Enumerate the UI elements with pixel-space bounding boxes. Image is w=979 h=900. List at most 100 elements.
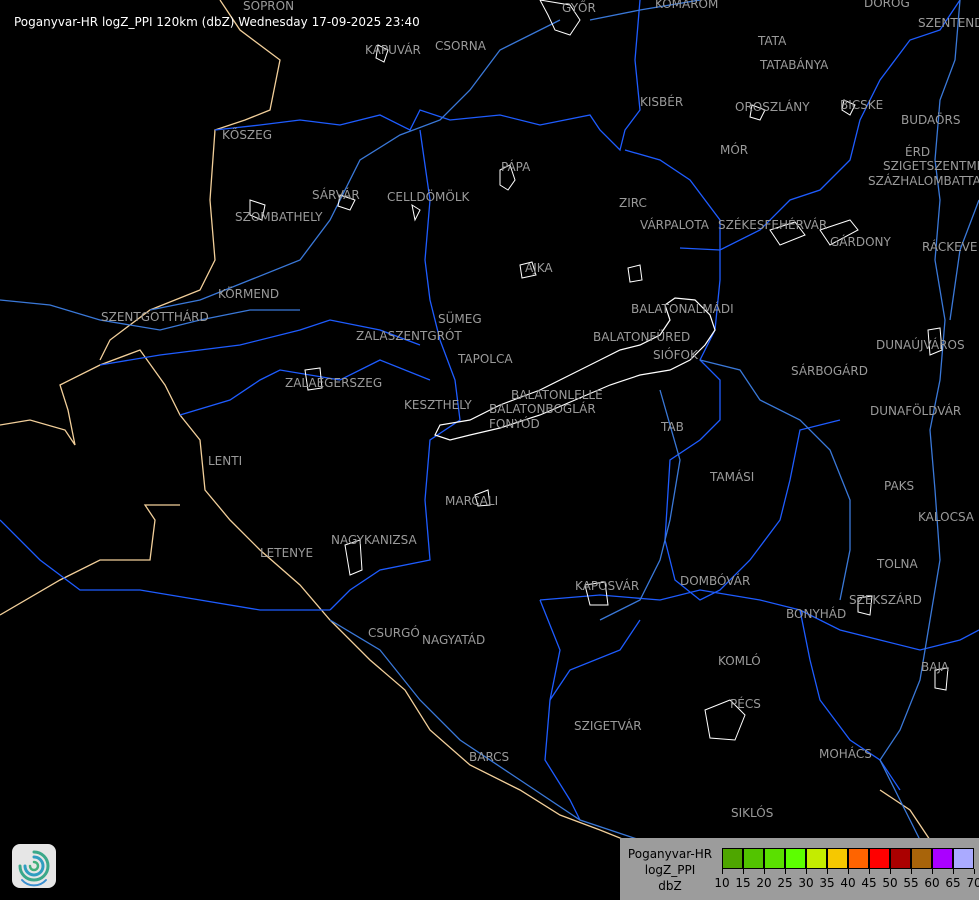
legend-product: logZ_PPI — [644, 863, 696, 877]
city-label: TATA — [758, 34, 787, 48]
city-label: VÁRPALOTA — [640, 218, 709, 232]
legend-swatch — [848, 848, 869, 869]
city-label: BONYHÁD — [786, 607, 847, 621]
county-border — [329, 129, 461, 611]
city-label: BARCS — [469, 750, 510, 764]
river-raba — [149, 19, 561, 311]
city-label: SIKLÓS — [731, 806, 774, 820]
legend-tick-label: 45 — [861, 876, 877, 890]
legend-swatch — [869, 848, 890, 869]
legend-tick-mark — [722, 869, 723, 874]
legend-tick-mark — [806, 869, 807, 874]
city-label: TATABÁNYA — [760, 58, 829, 72]
river-drava — [329, 619, 641, 841]
city-label: LETENYE — [260, 546, 314, 560]
city-label: SÁRBOGÁRD — [791, 364, 868, 378]
dbz-color-legend: Poganyvar-HR logZ_PPI dbZ 10 15 20 25 30 35 40… — [620, 838, 979, 900]
legend-swatch — [911, 848, 932, 869]
country-border — [0, 504, 180, 616]
city-label: NAGYATÁD — [422, 633, 486, 647]
city-label: KESZTHELY — [404, 398, 472, 412]
city-label: AJKA — [525, 261, 553, 275]
city-label: LENTI — [208, 454, 243, 468]
city-label: DOROG — [864, 0, 910, 10]
city-label: PÁPA — [501, 160, 531, 174]
city-label: KÖRMEND — [218, 287, 280, 301]
city-label: SZOMBATHELY — [235, 210, 323, 224]
city-label: CSORNA — [435, 39, 486, 53]
legend-tick-mark — [764, 869, 765, 874]
city-label: SZENTGOTTHÁRD — [101, 310, 209, 324]
city-label: BALATONBOGLÁR — [489, 402, 596, 416]
lake-balaton-outline — [434, 297, 716, 441]
river-kapos — [599, 389, 681, 621]
city-label: DOMBÓVÁR — [680, 574, 751, 588]
city-label: SIÓFOK — [653, 348, 698, 362]
legend-tick-label: 10 — [714, 876, 730, 890]
legend-tick-label: 60 — [924, 876, 940, 890]
city-label: KAPUVÁR — [365, 43, 421, 57]
city-label: SZEKSZÁRD — [849, 593, 922, 607]
city-label: GÁRDONY — [830, 235, 891, 249]
city-label: TAB — [661, 420, 684, 434]
river — [0, 299, 300, 331]
legend-swatch — [785, 848, 806, 869]
county-border — [799, 609, 901, 791]
legend-tick-label: 30 — [798, 876, 814, 890]
city-label: BALATONALMÁDI — [631, 302, 734, 316]
country-border — [99, 0, 281, 361]
legend-tick-mark — [932, 869, 933, 874]
legend-tick-label: 50 — [882, 876, 898, 890]
legend-unit: dbZ — [658, 879, 682, 893]
city-label: SZENTENDRE — [918, 16, 979, 30]
city-label: BAJA — [921, 660, 949, 674]
city-label: CSURGÓ — [368, 626, 420, 640]
legend-swatch — [764, 848, 785, 869]
city-label: KAPOSVÁR — [575, 579, 640, 593]
city-label: KŐSZEG — [222, 128, 273, 142]
legend-tick-label: 20 — [756, 876, 772, 890]
city-label: KISBÉR — [640, 95, 684, 109]
legend-tick-mark — [848, 869, 849, 874]
city-label: BICSKE — [840, 98, 884, 112]
city-label: TAMÁSI — [710, 470, 755, 484]
county-border — [99, 319, 421, 366]
city-label: FONYÓD — [489, 417, 540, 431]
legend-tick-label: 70 — [966, 876, 979, 890]
city-label: MARCALI — [445, 494, 499, 508]
city-label: OROSZLÁNY — [735, 100, 810, 114]
radar-title: Poganyvar-HR logZ_PPI 120km (dbZ) Wednes… — [14, 15, 420, 29]
county-border — [624, 149, 841, 601]
county-border — [679, 0, 961, 251]
legend-tick-label: 40 — [840, 876, 856, 890]
city-label: SÁRVÁR — [312, 188, 360, 202]
city-label: DUNAÚJVÁROS — [876, 338, 965, 352]
legend-tick-label: 55 — [903, 876, 919, 890]
legend-tick-mark — [827, 869, 828, 874]
county-border — [179, 359, 431, 416]
county-border — [539, 599, 581, 821]
city-label: BUDAÖRS — [901, 113, 961, 127]
legend-swatch — [932, 848, 953, 869]
legend-swatch — [890, 848, 911, 869]
legend-tick-label: 25 — [777, 876, 793, 890]
city-label: RÁCKEVE — [922, 240, 978, 254]
city-label: BALATONLELLE — [511, 388, 603, 402]
city-label: GYŐR — [562, 1, 596, 15]
city-label: DUNAFÖLDVÁR — [870, 404, 962, 418]
city-label: SOPRON — [243, 0, 295, 13]
city-label: NAGYKANIZSA — [331, 533, 417, 547]
county-border — [214, 0, 641, 152]
legend-tick-mark — [974, 869, 975, 874]
city-label: SZÉKESFEHÉRVÁR — [718, 218, 828, 232]
city-label: MOHÁCS — [819, 747, 872, 761]
city-label: KOMÁROM — [655, 0, 719, 11]
county-border — [0, 519, 330, 611]
city-label: SZÁZHALOMBATTA — [868, 174, 979, 188]
city-label: MÓR — [720, 143, 749, 157]
legend-swatch — [827, 848, 848, 869]
city-outlines — [249, 0, 949, 741]
legend-tick-mark — [869, 869, 870, 874]
